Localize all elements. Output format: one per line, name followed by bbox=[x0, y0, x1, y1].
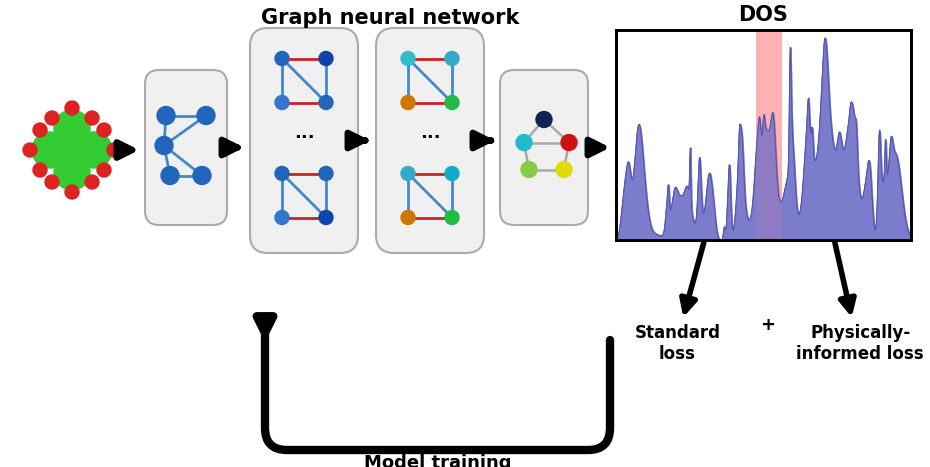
Circle shape bbox=[275, 95, 289, 109]
Circle shape bbox=[275, 51, 289, 65]
Circle shape bbox=[33, 123, 47, 137]
FancyBboxPatch shape bbox=[145, 70, 227, 225]
Circle shape bbox=[65, 101, 79, 115]
Circle shape bbox=[45, 175, 59, 189]
Circle shape bbox=[85, 111, 99, 125]
Circle shape bbox=[401, 95, 415, 109]
Circle shape bbox=[319, 211, 333, 225]
Text: ...: ... bbox=[294, 123, 314, 142]
Text: Graph neural network: Graph neural network bbox=[260, 8, 519, 28]
Circle shape bbox=[76, 132, 112, 168]
Circle shape bbox=[445, 167, 459, 181]
Circle shape bbox=[521, 162, 537, 177]
Circle shape bbox=[45, 111, 59, 125]
Bar bbox=[756, 30, 782, 240]
Circle shape bbox=[445, 211, 459, 225]
Circle shape bbox=[157, 106, 175, 125]
Circle shape bbox=[161, 167, 179, 184]
FancyBboxPatch shape bbox=[376, 28, 484, 253]
Circle shape bbox=[319, 51, 333, 65]
Circle shape bbox=[445, 95, 459, 109]
FancyBboxPatch shape bbox=[250, 28, 358, 253]
Circle shape bbox=[319, 95, 333, 109]
Circle shape bbox=[536, 112, 552, 127]
Circle shape bbox=[97, 163, 111, 177]
Circle shape bbox=[33, 163, 47, 177]
Circle shape bbox=[275, 211, 289, 225]
Circle shape bbox=[193, 167, 211, 184]
FancyBboxPatch shape bbox=[500, 70, 588, 225]
Circle shape bbox=[401, 167, 415, 181]
Text: Model training: Model training bbox=[364, 454, 512, 467]
Circle shape bbox=[54, 110, 90, 146]
Circle shape bbox=[54, 132, 90, 168]
Circle shape bbox=[561, 134, 577, 150]
Circle shape bbox=[155, 136, 173, 155]
Circle shape bbox=[445, 51, 459, 65]
Circle shape bbox=[516, 134, 532, 150]
Circle shape bbox=[32, 132, 68, 168]
Circle shape bbox=[107, 143, 121, 157]
Bar bbox=[616, 30, 911, 240]
Text: +: + bbox=[760, 316, 775, 334]
Circle shape bbox=[401, 211, 415, 225]
Circle shape bbox=[197, 106, 215, 125]
Circle shape bbox=[97, 123, 111, 137]
Circle shape bbox=[556, 162, 572, 177]
Text: Standard
loss: Standard loss bbox=[634, 324, 721, 363]
Circle shape bbox=[275, 167, 289, 181]
Circle shape bbox=[65, 185, 79, 199]
Circle shape bbox=[54, 154, 90, 190]
Text: ...: ... bbox=[419, 123, 440, 142]
Bar bbox=[616, 30, 911, 240]
Circle shape bbox=[401, 51, 415, 65]
Text: Physically-
informed loss: Physically- informed loss bbox=[796, 324, 924, 363]
Circle shape bbox=[319, 167, 333, 181]
Circle shape bbox=[85, 175, 99, 189]
Circle shape bbox=[23, 143, 37, 157]
Text: DOS: DOS bbox=[738, 5, 789, 25]
